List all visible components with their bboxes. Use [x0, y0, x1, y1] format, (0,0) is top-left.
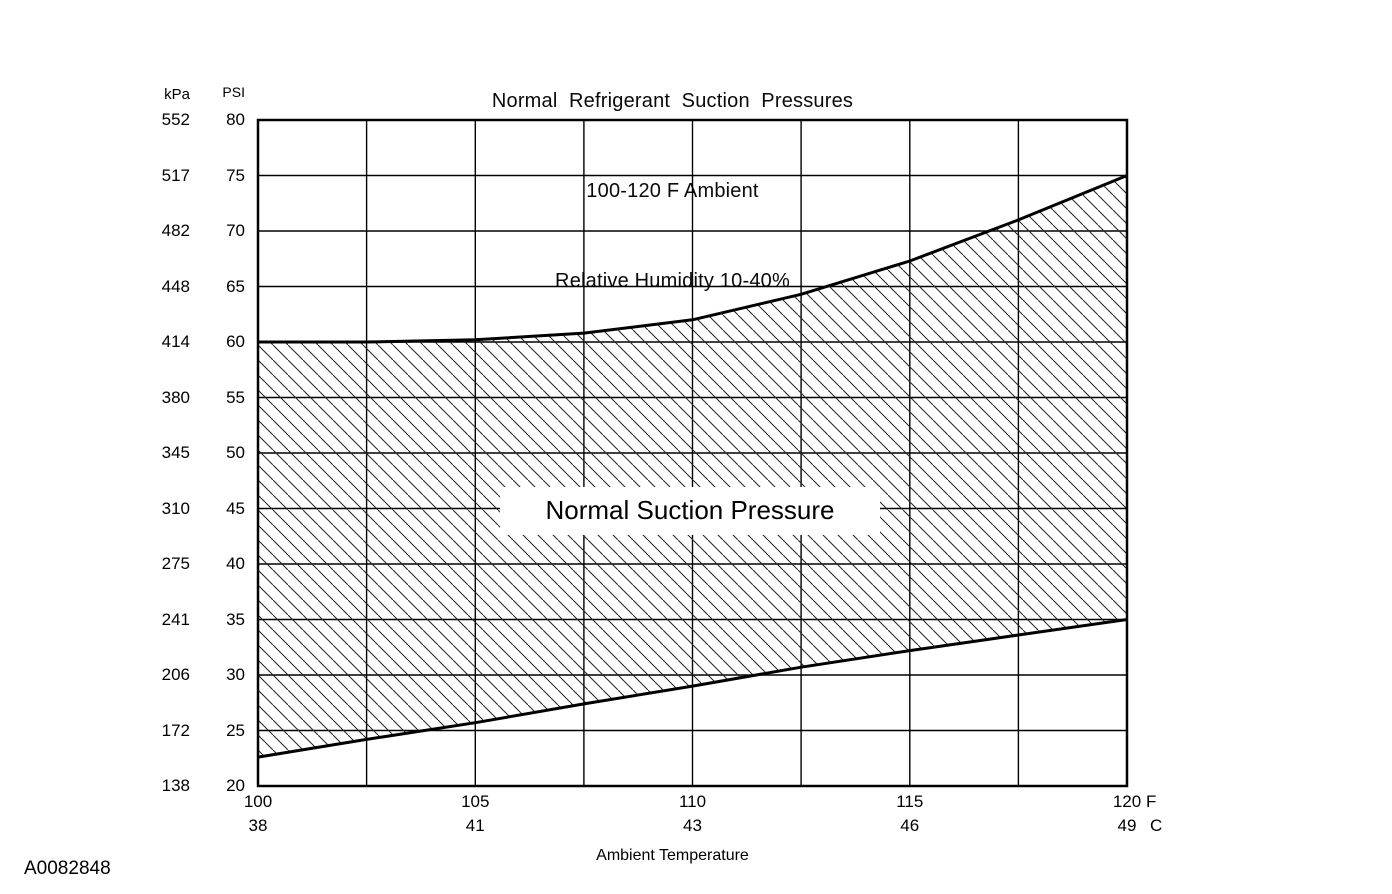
psi-tick-label: 75	[226, 165, 245, 185]
psi-tick-label: 65	[226, 276, 245, 296]
normal-suction-pressure-label: Normal Suction Pressure	[500, 487, 880, 535]
psi-tick-label: 20	[226, 776, 245, 795]
kpa-tick-label: 138	[161, 776, 190, 795]
kpa-tick-label: 414	[161, 332, 190, 351]
kpa-tick-label: 517	[161, 165, 190, 185]
x-axis-unit-f: F	[1146, 792, 1157, 811]
psi-tick-label: 80	[226, 110, 245, 129]
psi-tick-label: 55	[226, 387, 245, 407]
psi-tick-label: 40	[226, 554, 245, 573]
c-tick-label: 49	[1117, 816, 1137, 835]
figure-id: A0082848	[24, 858, 111, 879]
normal-range-band	[258, 175, 1127, 758]
psi-tick-label: 70	[226, 221, 245, 240]
f-tick-label: 115	[896, 792, 924, 811]
chart-title-line1: Normal Refrigerant Suction Pressures	[491, 90, 854, 112]
c-tick-label: 46	[900, 816, 920, 835]
psi-tick-label: 30	[226, 665, 245, 684]
kpa-tick-label: 552	[161, 110, 190, 129]
f-tick-label: 100	[243, 792, 273, 811]
psi-tick-label: 35	[226, 609, 245, 629]
upper-limit-curve	[258, 174, 1128, 344]
x-axis-unit-c: C	[1150, 816, 1163, 835]
kpa-tick-label: 206	[161, 665, 190, 684]
kpa-tick-label: 275	[161, 554, 190, 573]
lower-limit-curve	[257, 618, 1128, 759]
psi-tick-label: 25	[226, 720, 245, 740]
c-tick-label: 43	[683, 816, 702, 835]
chart-title-line2: 100-120 F Ambient	[586, 180, 759, 202]
f-tick-label: 105	[461, 792, 490, 811]
kpa-tick-label: 345	[161, 443, 190, 462]
x-axis-title: Ambient Temperature	[596, 847, 749, 864]
psi-tick-label: 45	[226, 498, 245, 518]
kpa-tick-label: 482	[161, 221, 190, 240]
plot-area	[256, 118, 1129, 788]
y-axis-unit-kpa: kPa	[164, 86, 190, 103]
kpa-tick-label: 448	[161, 276, 190, 296]
plot-border	[256, 118, 1129, 788]
kpa-tick-label: 172	[161, 720, 190, 740]
psi-tick-label: 60	[226, 332, 245, 351]
c-tick-label: 41	[465, 816, 485, 835]
kpa-tick-label: 380	[161, 387, 190, 407]
kpa-tick-label: 241	[161, 609, 190, 629]
c-tick-label: 38	[248, 816, 268, 835]
kpa-tick-label: 310	[161, 498, 190, 518]
f-tick-label: 120	[1112, 792, 1142, 811]
psi-tick-label: 50	[226, 443, 245, 462]
f-tick-label: 110	[678, 792, 707, 811]
y-axis-unit-psi: PSI	[222, 84, 245, 100]
